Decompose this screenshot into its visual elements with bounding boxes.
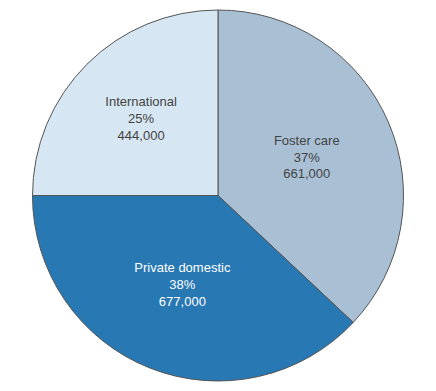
svg-text:International25%444,000: International25%444,000 — [105, 94, 177, 143]
svg-text:Foster care37%661,000: Foster care37%661,000 — [274, 133, 340, 182]
svg-text:Private domestic38%677,000: Private domestic38%677,000 — [134, 260, 231, 309]
